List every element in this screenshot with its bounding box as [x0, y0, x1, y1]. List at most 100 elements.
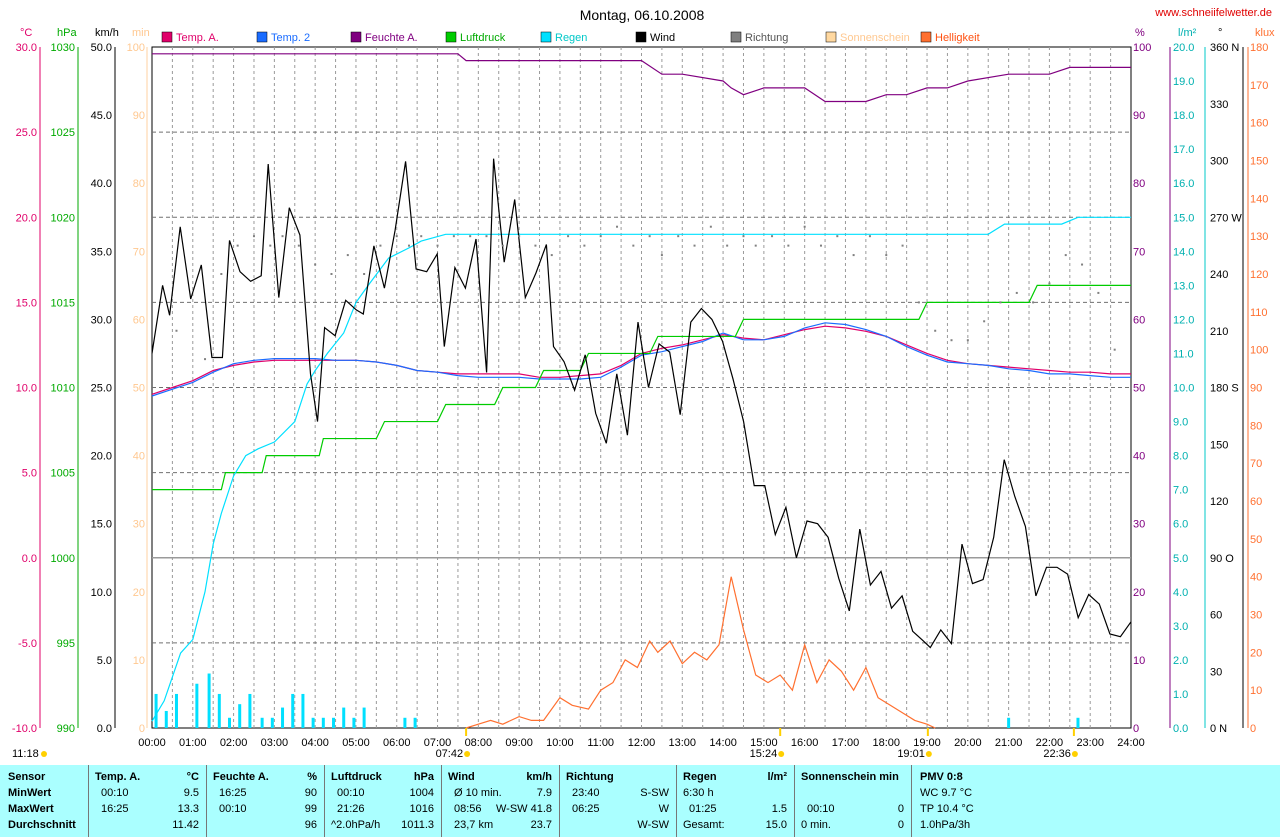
event-label: 11:18: [12, 748, 39, 760]
axis-tick-label: 17.0: [1173, 144, 1194, 156]
rain-bar: [311, 717, 315, 728]
legend-swatch: [635, 31, 647, 43]
direction-point: [660, 254, 663, 257]
direction-point: [999, 301, 1002, 304]
stats-col-direction: Richtung 23:40 S-SW 06:25 W W-SW: [559, 765, 677, 837]
direction-point: [452, 235, 455, 238]
direction-point: [379, 244, 382, 247]
stats-value: 90: [304, 787, 317, 799]
stats-value: S-SW: [640, 787, 669, 799]
stats-header: Feuchte A.: [213, 771, 269, 783]
stats-col-rain: Regen l/m² 6:30 h 01:25 1.5 Gesamt: 15.0: [676, 765, 795, 837]
direction-point: [407, 244, 410, 247]
series-line-helligkeit: [465, 576, 936, 729]
axis-tick-label: 20: [1133, 587, 1145, 599]
stats-value: 15.0: [765, 819, 787, 831]
direction-point: [518, 235, 521, 238]
stats-header: Regen: [683, 771, 717, 783]
axis-unit-label: %: [1135, 27, 1145, 39]
rain-bar: [228, 717, 232, 728]
rain-bar: [260, 717, 264, 728]
axis-tick-label: 30: [1250, 610, 1262, 622]
axis-tick-label: 1005: [51, 468, 75, 480]
direction-point: [236, 244, 239, 247]
stats-value: WC 9.7 °C: [920, 787, 973, 799]
x-tick-label: 21:00: [995, 737, 1023, 749]
axis-tick-label: 8.0: [1173, 451, 1188, 463]
axis-tick-label: 40: [1250, 572, 1262, 584]
rain-bar: [362, 707, 366, 728]
axis-tick-label: 30: [133, 519, 145, 531]
axis-tick-label: 150: [1250, 156, 1268, 168]
x-tick-label: 23:00: [1076, 737, 1104, 749]
axis-tick-label: 995: [57, 638, 75, 650]
stats-unit: %: [307, 771, 317, 783]
direction-point: [934, 329, 937, 332]
x-tick-label: 17:00: [832, 737, 860, 749]
axis-tick-label: 0: [1133, 723, 1139, 735]
axis-tick-label: 0.0: [22, 553, 37, 565]
x-tick-label: 16:00: [791, 737, 819, 749]
stats-header: Sensor: [8, 771, 46, 783]
x-tick-label: 18:00: [872, 737, 900, 749]
stats-value: W-SW: [637, 819, 669, 831]
direction-point: [314, 263, 317, 266]
axis-tick-label: 120: [1210, 496, 1228, 508]
rain-bar: [207, 673, 211, 728]
axis-tick-label: 240: [1210, 269, 1228, 281]
axis-tick-label: 360 N: [1210, 42, 1239, 54]
legend-swatch: [256, 31, 268, 43]
legend-label: Helligkeit: [935, 32, 980, 44]
stats-value: W-SW 41.8: [495, 803, 552, 815]
stats-header: Wind: [448, 771, 475, 783]
axis-tick-label: 35.0: [91, 246, 112, 258]
axis-tick-label: 0.0: [97, 723, 112, 735]
axis-tick-label: 13.0: [1173, 280, 1194, 292]
axis-tick-label: 45.0: [91, 110, 112, 122]
direction-point: [583, 244, 586, 247]
direction-point: [901, 244, 904, 247]
direction-point: [1064, 254, 1067, 257]
direction-point: [204, 358, 207, 361]
x-tick-label: 24:00: [1117, 737, 1145, 749]
rain-bar: [248, 693, 252, 728]
direction-point: [1113, 348, 1116, 351]
axis-tick-label: 50: [1250, 534, 1262, 546]
axis-unit-label: l/m²: [1178, 27, 1197, 39]
axis-tick-label: 130: [1250, 231, 1268, 243]
x-tick-label: 00:00: [138, 737, 166, 749]
axis-tick-label: 300: [1210, 156, 1228, 168]
legend-label: Regen: [555, 32, 587, 44]
legend-label: Temp. A.: [176, 32, 219, 44]
axis-tick-label: 90 O: [1210, 553, 1234, 565]
stats-col-sensor: Sensor MinWert MaxWert Durchschnitt: [0, 765, 88, 837]
axis-tick-label: 100: [1250, 345, 1268, 357]
axis-unit-label: °C: [20, 27, 32, 39]
axis-tick-label: 25.0: [91, 383, 112, 395]
axis-tick-label: 1020: [51, 212, 75, 224]
axis-tick-label: 14.0: [1173, 246, 1194, 258]
direction-point: [868, 235, 871, 238]
event-label: 22:36: [1043, 748, 1071, 760]
x-tick-label: 10:00: [546, 737, 574, 749]
x-tick-label: 19:00: [913, 737, 941, 749]
stats-time: 21:26: [337, 803, 365, 815]
stats-value: 1016: [409, 803, 434, 815]
axis-tick-label: 90: [1133, 110, 1145, 122]
moonrise-icon: [41, 751, 47, 757]
axis-tick-label: 10.0: [16, 383, 37, 395]
legend-label: Wind: [650, 32, 675, 44]
direction-point: [346, 254, 349, 257]
stats-row-label: Durchschnitt: [8, 819, 76, 831]
axis-tick-label: 100: [1133, 42, 1151, 54]
axis-tick-label: 6.0: [1173, 519, 1188, 531]
axis-tick-label: 140: [1250, 193, 1268, 205]
direction-point: [754, 244, 757, 247]
stats-time: 00:10: [807, 803, 835, 815]
weather-chart: 30.025.020.015.010.05.00.0-5.0-10.010301…: [12, 7, 1275, 760]
rain-bar: [342, 707, 346, 728]
legend-label: Feuchte A.: [365, 32, 418, 44]
axis-tick-label: 0: [139, 723, 145, 735]
direction-point: [420, 235, 423, 238]
direction-point: [917, 301, 920, 304]
